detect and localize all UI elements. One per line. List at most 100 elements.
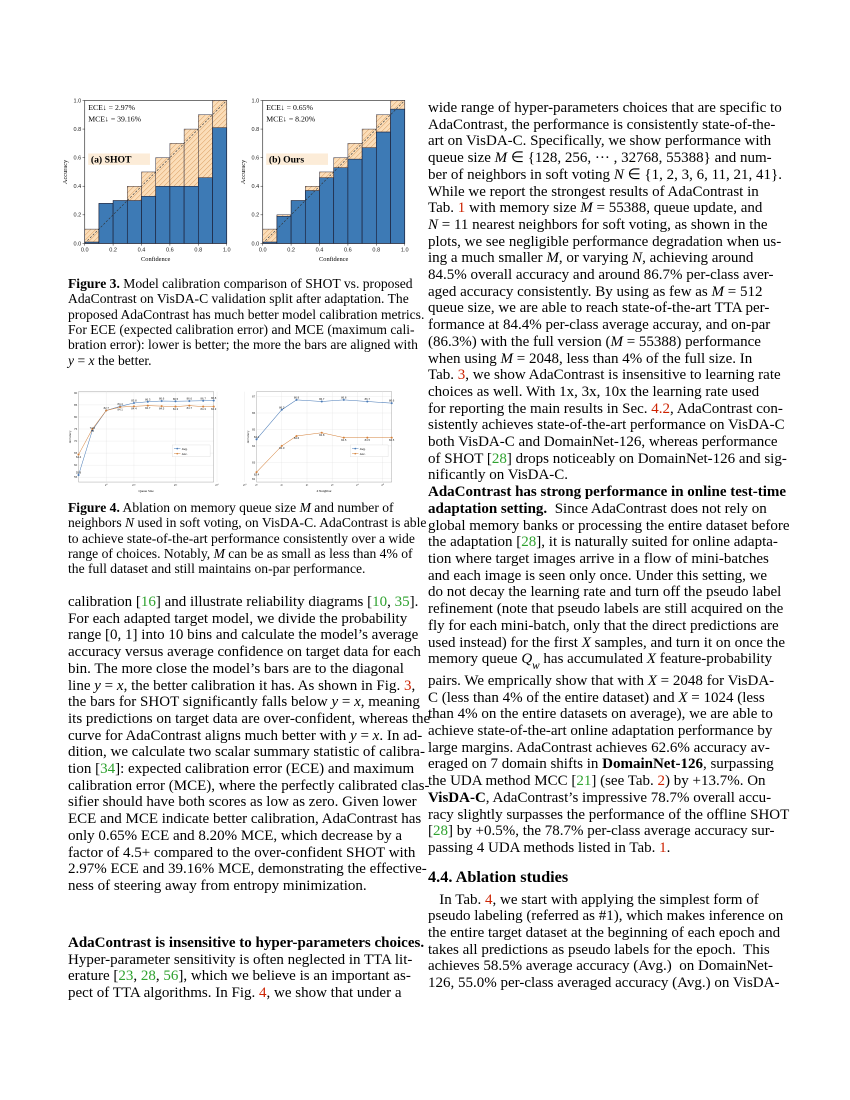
svg-text:0.0: 0.0 [251, 241, 259, 247]
svg-text:0.4: 0.4 [73, 184, 81, 190]
svg-text:Accuracy: Accuracy [68, 430, 72, 443]
svg-text:1.0: 1.0 [251, 98, 259, 104]
svg-text:86.6: 86.6 [159, 397, 165, 401]
svg-text:84.5: 84.5 [389, 438, 395, 442]
svg-text:(a) SHOT: (a) SHOT [91, 154, 132, 165]
svg-text:80: 80 [74, 415, 78, 419]
svg-text:ECE↓ = 2.97%: ECE↓ = 2.97% [88, 103, 135, 112]
svg-text:84.4: 84.4 [131, 407, 137, 411]
svg-text:2⁸: 2⁸ [105, 483, 108, 487]
svg-text:Avg.: Avg. [360, 447, 366, 451]
svg-text:65: 65 [74, 451, 78, 455]
svg-text:86.7: 86.7 [319, 397, 325, 401]
svg-text:# Neighbor: # Neighbor [317, 489, 333, 493]
svg-text:0.2: 0.2 [287, 247, 295, 253]
svg-text:86.8: 86.8 [294, 395, 300, 399]
svg-text:86: 86 [252, 411, 256, 415]
svg-text:84.6: 84.6 [294, 436, 300, 440]
svg-text:60: 60 [74, 463, 78, 467]
svg-text:0.4: 0.4 [138, 247, 146, 253]
svg-text:0.0: 0.0 [259, 247, 267, 253]
svg-text:70: 70 [74, 439, 78, 443]
svg-text:64.4: 64.4 [76, 455, 82, 459]
svg-text:55: 55 [74, 475, 78, 479]
svg-text:82.4: 82.4 [254, 472, 260, 476]
svg-text:90: 90 [74, 391, 78, 395]
svg-text:1.0: 1.0 [223, 247, 231, 253]
svg-text:86.7: 86.7 [201, 396, 207, 400]
svg-text:(b) Ours: (b) Ours [269, 154, 304, 165]
svg-text:86.3: 86.3 [145, 397, 151, 401]
svg-text:84.3: 84.3 [173, 407, 179, 411]
svg-text:84: 84 [252, 444, 256, 448]
svg-text:0.8: 0.8 [251, 127, 259, 133]
svg-text:0.6: 0.6 [166, 247, 174, 253]
svg-text:86.6: 86.6 [187, 397, 193, 401]
svg-text:2⁵: 2⁵ [381, 483, 384, 487]
svg-text:Accuracy: Accuracy [246, 430, 250, 443]
svg-text:86.8: 86.8 [341, 395, 347, 399]
svg-text:84.0: 84.0 [279, 446, 285, 450]
svg-text:84.4: 84.4 [254, 435, 260, 439]
svg-text:0.8: 0.8 [372, 247, 380, 253]
svg-text:83: 83 [252, 460, 256, 464]
svg-text:MCE↓ = 39.16%: MCE↓ = 39.16% [88, 115, 141, 124]
svg-text:74.5: 74.5 [90, 426, 96, 430]
svg-text:84.7: 84.7 [145, 406, 151, 410]
svg-text:Queue Size: Queue Size [138, 489, 154, 493]
svg-text:Avg.: Avg. [182, 447, 188, 451]
svg-text:Confidence: Confidence [319, 256, 348, 263]
svg-text:86.7: 86.7 [365, 397, 371, 401]
svg-text:0.2: 0.2 [73, 213, 81, 219]
svg-text:1.0: 1.0 [401, 247, 409, 253]
svg-text:0.6: 0.6 [251, 156, 259, 162]
svg-text:84.5: 84.5 [159, 406, 165, 410]
svg-text:84.3: 84.3 [201, 407, 207, 411]
svg-text:2⁴: 2⁴ [356, 483, 360, 487]
svg-text:87: 87 [252, 395, 256, 399]
svg-text:86.2: 86.2 [279, 405, 285, 409]
svg-text:2²: 2² [306, 483, 309, 487]
svg-text:75: 75 [91, 429, 95, 433]
svg-text:0.8: 0.8 [194, 247, 202, 253]
svg-text:2¹⁶: 2¹⁶ [215, 483, 219, 487]
svg-text:2⁰: 2⁰ [255, 483, 259, 487]
svg-text:2¹³: 2¹³ [174, 483, 177, 487]
svg-text:0.4: 0.4 [251, 184, 259, 190]
svg-text:0.0: 0.0 [81, 247, 89, 253]
svg-text:2¹⁰: 2¹⁰ [132, 483, 136, 487]
svg-text:85: 85 [252, 427, 256, 431]
svg-text:0.6: 0.6 [73, 156, 81, 162]
svg-text:82: 82 [252, 477, 256, 481]
svg-text:84.4: 84.4 [117, 402, 123, 406]
svg-text:84.5: 84.5 [341, 438, 347, 442]
svg-text:55.9: 55.9 [76, 471, 82, 475]
svg-text:0.6: 0.6 [344, 247, 352, 253]
svg-text:0.0: 0.0 [73, 241, 81, 247]
svg-text:82.7: 82.7 [104, 406, 110, 410]
svg-text:Accuracy: Accuracy [62, 159, 69, 184]
svg-text:ECE↓ = 0.65%: ECE↓ = 0.65% [266, 103, 313, 112]
svg-text:85.8: 85.8 [131, 399, 137, 403]
svg-text:0.2: 0.2 [109, 247, 117, 253]
svg-text:0.2: 0.2 [251, 213, 259, 219]
svg-text:Acc.: Acc. [182, 452, 188, 456]
svg-text:2¹: 2¹ [281, 483, 284, 487]
svg-text:2³: 2³ [331, 483, 334, 487]
svg-text:86.5: 86.5 [173, 397, 179, 401]
svg-text:75: 75 [74, 427, 78, 431]
svg-text:0.4: 0.4 [316, 247, 324, 253]
svg-text:84.7: 84.7 [187, 406, 193, 410]
svg-text:84.5: 84.5 [365, 438, 371, 442]
svg-text:86.6: 86.6 [389, 399, 395, 403]
svg-text:85: 85 [74, 403, 78, 407]
svg-text:Confidence: Confidence [141, 256, 170, 263]
svg-text:Acc.: Acc. [360, 452, 366, 456]
svg-text:84.8: 84.8 [319, 433, 325, 437]
svg-text:84.3: 84.3 [211, 407, 217, 411]
svg-text:0.8: 0.8 [73, 127, 81, 133]
svg-text:84.1: 84.1 [117, 407, 123, 411]
svg-text:1.0: 1.0 [73, 98, 81, 104]
svg-text:Accuracy: Accuracy [240, 159, 247, 184]
svg-text:MCE↓ = 8.20%: MCE↓ = 8.20% [266, 115, 315, 124]
